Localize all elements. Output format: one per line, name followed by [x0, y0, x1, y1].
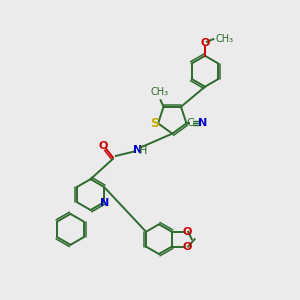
Text: CH₃: CH₃	[151, 87, 169, 97]
Text: N: N	[100, 198, 109, 208]
Text: O: O	[99, 141, 108, 152]
Text: N: N	[198, 118, 207, 128]
Text: C: C	[186, 118, 194, 128]
Text: O: O	[182, 242, 192, 252]
Text: CH₃: CH₃	[215, 34, 233, 44]
Text: S: S	[150, 117, 159, 130]
Text: O: O	[200, 38, 210, 48]
Text: O: O	[182, 227, 192, 237]
Text: H: H	[139, 146, 148, 157]
Text: N: N	[133, 145, 142, 155]
